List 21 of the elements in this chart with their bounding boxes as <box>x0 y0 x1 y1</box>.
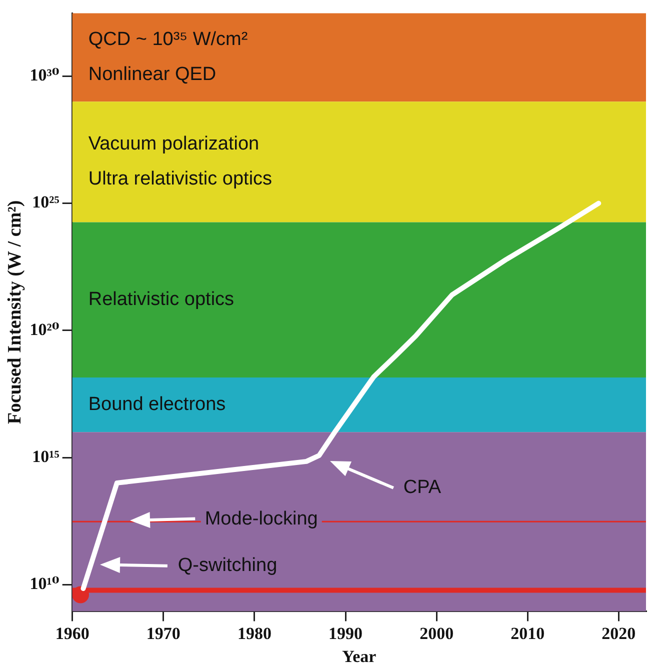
band-label: Relativistic optics <box>88 289 234 310</box>
band-label: Bound electrons <box>88 394 226 416</box>
y-tick-label: 10¹⁵ <box>32 446 60 466</box>
x-tick-label: 2020 <box>602 624 636 643</box>
annotation: Q-switching <box>178 554 278 576</box>
band-label: Vacuum polarization Ultra relativistic optics <box>88 134 272 190</box>
x-axis-title: Year <box>342 647 377 666</box>
y-tick-label: 10²⁵ <box>32 192 60 212</box>
y-axis-title: Focused Intensity (W / cm²) <box>4 200 26 424</box>
band-label: QCD ~ 10³⁵ W/cm² Nonlinear QED <box>88 29 248 86</box>
x-tick-label: 2000 <box>420 624 454 643</box>
y-tick-label: 10¹⁰ <box>30 574 60 594</box>
x-tick-label: 1960 <box>55 624 90 643</box>
x-tick-label: 1970 <box>146 624 180 643</box>
annotation: CPA <box>403 477 442 498</box>
x-tick-label: 1980 <box>237 624 272 643</box>
y-tick-label: 10²⁰ <box>30 320 60 339</box>
annotation: Mode-locking <box>204 508 318 530</box>
x-tick-label: 2010 <box>510 624 545 643</box>
x-tick-label: 1990 <box>328 624 363 643</box>
y-tick-label: 10³⁰ <box>30 66 60 85</box>
